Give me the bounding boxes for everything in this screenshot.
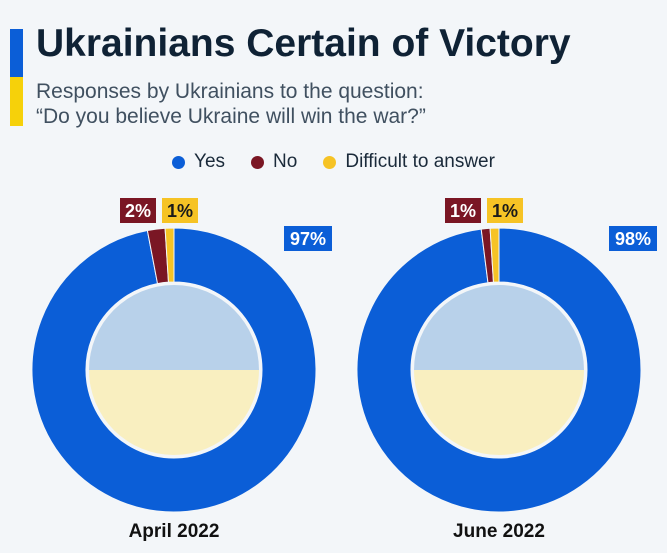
flag-top-half-june-2022 bbox=[414, 285, 584, 370]
label-box-yes-june-2022 bbox=[609, 226, 657, 251]
chart-title-june-2022: June 2022 bbox=[453, 521, 545, 542]
donut-april-2022: 97% 2% 1% April 2022 bbox=[31, 198, 332, 542]
label-box-no-june-2022 bbox=[445, 198, 481, 223]
flag-top-half-april-2022 bbox=[89, 285, 259, 370]
flag-bottom-half-april-2022 bbox=[89, 370, 259, 455]
data-label-no-june-2022: 1% bbox=[450, 201, 476, 221]
slice-yes-june-2022 bbox=[356, 227, 642, 513]
flag-bottom-half-june-2022 bbox=[414, 370, 584, 455]
data-label-difficult-june-2022: 1% bbox=[492, 201, 518, 221]
legend-dot-difficult bbox=[323, 155, 337, 169]
label-box-difficult-april-2022 bbox=[162, 198, 198, 223]
data-label-difficult-april-2022: 1% bbox=[167, 201, 193, 221]
legend-dot-no bbox=[251, 155, 265, 169]
label-box-difficult-june-2022 bbox=[487, 198, 523, 223]
legend-item-yes: Yes bbox=[172, 151, 225, 173]
legend-label-difficult: Difficult to answer bbox=[345, 151, 495, 172]
subtitle-line-2: “Do you believe Ukraine will win the war… bbox=[36, 105, 426, 128]
data-label-yes-june-2022: 98% bbox=[615, 229, 651, 249]
slice-difficult-june-2022 bbox=[489, 227, 500, 283]
legend-item-difficult: Difficult to answer bbox=[323, 151, 495, 173]
data-label-no-april-2022: 2% bbox=[125, 201, 151, 221]
chart-legend: Yes No Difficult to answer bbox=[0, 151, 667, 173]
slice-yes-april-2022 bbox=[31, 227, 317, 513]
data-label-yes-april-2022: 97% bbox=[290, 229, 326, 249]
label-box-no-april-2022 bbox=[120, 198, 156, 223]
label-box-yes-april-2022 bbox=[284, 226, 332, 251]
page-title: Ukrainians Certain of Victory bbox=[36, 22, 571, 65]
donut-june-2022: 98% 1% 1% June 2022 bbox=[356, 198, 657, 542]
subtitle-line-1: Responses by Ukrainians to the question: bbox=[36, 80, 424, 103]
title-accent-bar bbox=[10, 29, 23, 126]
legend-label-no: No bbox=[273, 151, 298, 172]
legend-item-no: No bbox=[251, 151, 297, 173]
chart-title-april-2022: April 2022 bbox=[129, 521, 220, 542]
slice-difficult-april-2022 bbox=[164, 227, 175, 283]
subtitle: Responses by Ukrainians to the question:… bbox=[36, 79, 426, 129]
legend-dot-yes bbox=[172, 155, 186, 169]
legend-label-yes: Yes bbox=[194, 151, 226, 172]
